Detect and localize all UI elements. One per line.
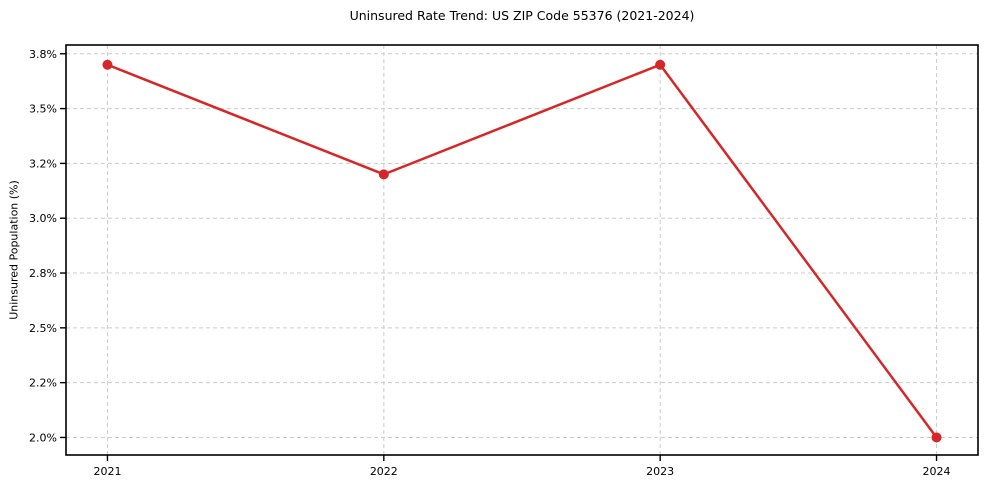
y-tick-label: 2.0%: [29, 431, 57, 444]
plot-border: [65, 44, 979, 456]
y-tick-label: 2.8%: [29, 267, 57, 280]
y-tick-label: 3.8%: [29, 48, 57, 61]
trend-line: [106, 63, 938, 439]
y-tick-label: 3.0%: [29, 212, 57, 225]
y-tick-label: 3.2%: [29, 157, 57, 170]
x-tick-label: 2022: [370, 465, 398, 478]
y-tick-label: 2.5%: [29, 322, 57, 335]
data-point-marker: [378, 169, 389, 180]
x-tick-label: 2024: [923, 465, 951, 478]
x-tick-label: 2021: [93, 465, 121, 478]
x-tick-label: 2023: [646, 465, 674, 478]
data-point-marker: [655, 59, 666, 70]
y-tick-label: 2.2%: [29, 377, 57, 390]
chart-title: Uninsured Rate Trend: US ZIP Code 55376 …: [349, 8, 695, 23]
y-tick-label: 3.5%: [29, 103, 57, 116]
data-point-marker: [931, 432, 942, 443]
data-point-marker: [102, 59, 113, 70]
